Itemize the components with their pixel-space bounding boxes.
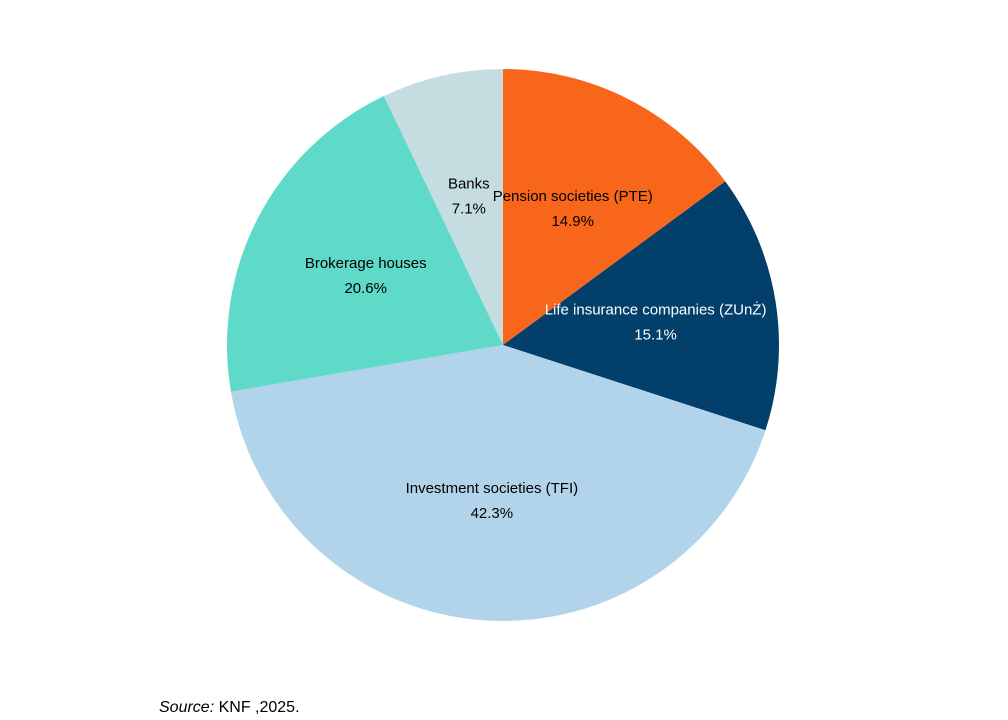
source-note: Source: KNF ,2025. (159, 699, 300, 717)
source-prefix: Source: (159, 699, 215, 716)
slice-value-label: 42.3% (471, 505, 514, 522)
slice-label: Brokerage houses (305, 255, 427, 272)
pie-slice-banks (383, 69, 503, 345)
slice-label: Investment societies (TFI) (406, 480, 579, 497)
source-text: KNF ,2025. (214, 699, 300, 716)
slice-value-label: 20.6% (344, 280, 387, 297)
pie-slices (226, 69, 780, 621)
slice-value-label: 15.1% (634, 326, 677, 343)
pie-slice-pension-societies-pte (503, 69, 726, 345)
pie-labels: Pension societies (PTE) 14.9% Life insuran… (305, 175, 767, 522)
slice-label: Life insurance companies (ZUnŻ) (545, 300, 767, 318)
slice-label: Pension societies (PTE) (493, 188, 653, 205)
pie-slice-investment-societies-tfi (230, 345, 766, 621)
slice-label: Banks (448, 175, 490, 192)
slice-value-label: 7.1% (452, 200, 486, 217)
pie-slice-life-insurance-companies-zun (503, 181, 780, 431)
slice-value-label: 14.9% (551, 213, 594, 230)
pie-slice-brokerage-houses (226, 96, 503, 392)
